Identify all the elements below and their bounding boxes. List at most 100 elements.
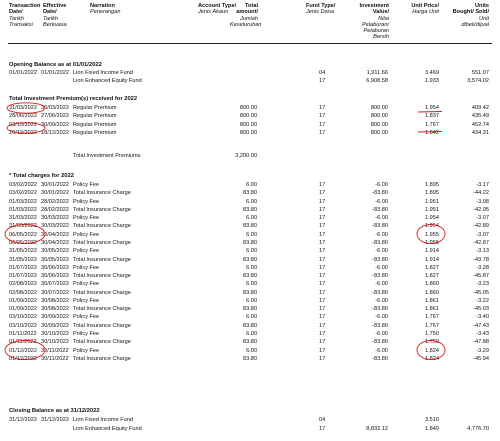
cell-iv: -83.80 <box>372 206 388 213</box>
cell-up: 1.914 <box>425 248 439 255</box>
cell-iv: -83.80 <box>372 273 388 280</box>
table-row: 28/06/2022 27/06/2022 Regular Premium 800.0… <box>0 113 500 121</box>
header-divider <box>8 43 492 44</box>
table-row: 01/09/2022 30/08/2022 Total Insurance Char… <box>0 306 500 314</box>
cell-iv: -83.80 <box>372 190 388 197</box>
cell-total: 83.80 <box>243 223 257 230</box>
premiums-title: Total Investment Premium(s) received for… <box>9 96 138 102</box>
cell-ed: 30/10/2022 <box>41 339 69 346</box>
cell-fund: 17 <box>319 206 326 213</box>
cell-up: 1.750 <box>425 331 439 338</box>
cell-units: -44.22 <box>473 190 489 197</box>
cell-narration: Total Insurance Charge <box>73 190 131 197</box>
header-total-amount: Total amount/ Jumlah Keseluruhan <box>230 3 262 28</box>
cell-fund: 04 <box>319 417 326 423</box>
cell-up: 1.849 <box>425 425 439 432</box>
table-row: 06/05/2022 30/04/2022 Policy Fee 6.00 17 -6.0… <box>0 232 500 240</box>
table-row: 31/05/2022 30/05/2022 Policy Fee 6.00 17 -6.0… <box>0 248 500 256</box>
cell-up: 1.951 <box>425 206 439 213</box>
cell-total: 800.00 <box>239 121 257 128</box>
cell-td: 01/01/2022 <box>9 70 37 76</box>
cell-units: -3.28 <box>476 264 489 271</box>
cell-fund: 17 <box>319 281 326 288</box>
cell-narration: Total Insurance Charge <box>73 289 131 296</box>
cell-fund: 17 <box>319 264 326 271</box>
cell-narration: Total Insurance Charge <box>73 273 131 280</box>
cell-ed: 30/11/2022 <box>41 355 69 362</box>
cell-td: 01/07/2022 <box>9 273 37 280</box>
cell-iv: -6.00 <box>375 264 388 271</box>
cell-narration: Policy Fee <box>73 215 100 222</box>
cell-ed: 30/10/2022 <box>41 331 69 338</box>
cell-units: -3.40 <box>476 314 489 321</box>
cell-td: 31/03/2022 <box>9 223 37 230</box>
premiums-total-row: Total Investment Premiums 3,200.00 <box>0 153 500 161</box>
cell-fund: 17 <box>319 231 326 238</box>
table-row: 03/02/2022 30/01/2022 Total Insurance Char… <box>0 190 500 198</box>
cell-units: -3.07 <box>476 231 489 238</box>
cell-iv: 800.00 <box>370 121 388 128</box>
cell-units: -3.43 <box>476 331 489 338</box>
cell-td: 01/12/2022 <box>9 347 37 354</box>
cell-total: 800.00 <box>239 105 257 111</box>
cell-td: 01/07/2022 <box>9 264 37 271</box>
cell-iv: -6.00 <box>375 248 388 255</box>
table-row: 02/08/2022 30/07/2022 Total Insurance Char… <box>0 290 500 298</box>
cell-fund: 17 <box>319 190 326 197</box>
table-row: 31/12/2022 31/12/2022 Lion Fixed Income Fu… <box>0 417 500 425</box>
cell-fund: 17 <box>319 105 326 111</box>
cell-iv: -83.80 <box>372 339 388 346</box>
cell-total: 6.00 <box>246 331 257 338</box>
cell-iv: -83.80 <box>372 239 388 246</box>
cell-total: 83.80 <box>243 322 257 329</box>
cell-units: 4,776.70 <box>467 425 489 432</box>
cell-td: 01/12/2022 <box>9 355 37 362</box>
cell-total: 83.80 <box>243 306 257 313</box>
cell-up: 3.469 <box>425 70 439 76</box>
cell-iv: -6.00 <box>375 347 388 354</box>
cell-narration: Total Insurance Charge <box>73 223 131 230</box>
cell-narration: Total Insurance Charge <box>73 206 131 213</box>
cell-narration: Total Insurance Charge <box>73 239 131 246</box>
cell-fund: 17 <box>319 223 326 230</box>
cell-total: 6.00 <box>246 281 257 288</box>
cell-ed: 01/01/2022 <box>41 70 69 76</box>
cell-td: 01/03/2022 <box>9 206 37 213</box>
cell-td: 31/03/2022 <box>9 105 37 111</box>
cell-units: -3.13 <box>476 248 489 255</box>
cell-total: 6.00 <box>246 347 257 354</box>
cell-units: 434.31 <box>471 129 489 136</box>
cell-narration: Total Insurance Charge <box>73 355 131 362</box>
cell-ed: 18/12/2022 <box>41 129 69 136</box>
cell-iv: -6.00 <box>375 198 388 205</box>
cell-fund: 17 <box>319 113 326 120</box>
cell-narration: Regular Premium <box>73 113 117 120</box>
cell-total: 83.80 <box>243 256 257 263</box>
cell-total: 6.00 <box>246 231 257 238</box>
table-row: 31/03/2022 30/03/2022 Total Insurance Char… <box>0 223 500 231</box>
cell-fund: 17 <box>319 215 326 222</box>
cell-ed: 30/05/2022 <box>41 248 69 255</box>
cell-ed: 30/04/2022 <box>41 239 69 246</box>
cell-fund: 17 <box>319 273 326 280</box>
cell-narration: Lion Enhanced Equity Fund <box>73 425 142 432</box>
header-effective-date: Effective Date/ Tarikh Berkuasa <box>43 3 67 28</box>
cell-fund: 04 <box>319 70 326 76</box>
cell-up: 1.837 <box>425 113 439 120</box>
cell-total: 6.00 <box>246 198 257 205</box>
cell-units: -47.43 <box>473 322 489 329</box>
cell-fund: 17 <box>319 256 326 263</box>
cell-units: -45.05 <box>473 289 489 296</box>
cell-up: 1.895 <box>425 190 439 197</box>
cell-fund: 17 <box>319 355 326 362</box>
cell-iv: -83.80 <box>372 306 388 313</box>
cell-up: 1.861 <box>425 306 439 313</box>
cell-fund: 17 <box>319 306 326 313</box>
cell-total: 800.00 <box>239 113 257 120</box>
cell-iv: -6.00 <box>375 297 388 304</box>
cell-up: 1.861 <box>425 297 439 304</box>
cell-up: 1.827 <box>425 273 439 280</box>
cell-up: 1.842 <box>425 129 439 136</box>
cell-fund: 17 <box>319 129 326 136</box>
cell-up: 1.767 <box>425 314 439 321</box>
